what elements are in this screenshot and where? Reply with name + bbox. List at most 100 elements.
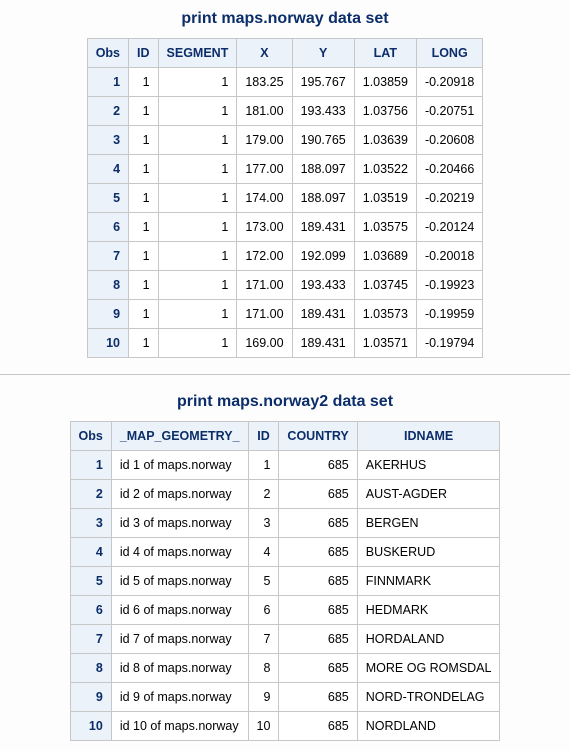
cell-country: 685 xyxy=(279,509,357,538)
table2: Obs _MAP_GEOMETRY_ ID COUNTRY IDNAME 1id… xyxy=(70,421,501,741)
cell-country: 685 xyxy=(279,480,357,509)
cell-idname: FINNMARK xyxy=(357,567,500,596)
cell-id: 8 xyxy=(248,654,279,683)
cell-lat: 1.03573 xyxy=(354,300,416,329)
cell-obs: 1 xyxy=(70,451,111,480)
col-segment: SEGMENT xyxy=(158,39,237,68)
col-idname: IDNAME xyxy=(357,422,500,451)
cell-id: 1 xyxy=(129,329,159,358)
cell-segment: 1 xyxy=(158,213,237,242)
cell-lat: 1.03745 xyxy=(354,271,416,300)
table-row: 411177.00188.0971.03522-0.20466 xyxy=(87,155,483,184)
cell-obs: 4 xyxy=(70,538,111,567)
cell-y: 189.431 xyxy=(292,329,354,358)
cell-id: 3 xyxy=(248,509,279,538)
cell-y: 189.431 xyxy=(292,300,354,329)
cell-id: 1 xyxy=(129,242,159,271)
cell-y: 189.431 xyxy=(292,213,354,242)
cell-country: 685 xyxy=(279,683,357,712)
cell-geometry: id 6 of maps.norway xyxy=(111,596,248,625)
cell-long: -0.20751 xyxy=(416,97,482,126)
cell-idname: AUST-AGDER xyxy=(357,480,500,509)
cell-geometry: id 8 of maps.norway xyxy=(111,654,248,683)
table-row: 1011169.00189.4311.03571-0.19794 xyxy=(87,329,483,358)
cell-segment: 1 xyxy=(158,68,237,97)
cell-segment: 1 xyxy=(158,155,237,184)
cell-country: 685 xyxy=(279,654,357,683)
col-y: Y xyxy=(292,39,354,68)
cell-segment: 1 xyxy=(158,184,237,213)
cell-obs: 8 xyxy=(87,271,128,300)
cell-id: 1 xyxy=(129,213,159,242)
cell-long: -0.19959 xyxy=(416,300,482,329)
cell-obs: 5 xyxy=(70,567,111,596)
cell-geometry: id 7 of maps.norway xyxy=(111,625,248,654)
table-row: 711172.00192.0991.03689-0.20018 xyxy=(87,242,483,271)
cell-id: 10 xyxy=(248,712,279,741)
cell-idname: BUSKERUD xyxy=(357,538,500,567)
cell-obs: 5 xyxy=(87,184,128,213)
table1-wrap: Obs ID SEGMENT X Y LAT LONG 111183.25195… xyxy=(0,38,570,358)
cell-obs: 7 xyxy=(87,242,128,271)
cell-id: 1 xyxy=(129,126,159,155)
cell-y: 193.433 xyxy=(292,97,354,126)
table-row: 211181.00193.4331.03756-0.20751 xyxy=(87,97,483,126)
table-row: 6id 6 of maps.norway6685HEDMARK xyxy=(70,596,500,625)
cell-obs: 2 xyxy=(87,97,128,126)
cell-lat: 1.03859 xyxy=(354,68,416,97)
cell-country: 685 xyxy=(279,712,357,741)
table1: Obs ID SEGMENT X Y LAT LONG 111183.25195… xyxy=(87,38,484,358)
table2-wrap: Obs _MAP_GEOMETRY_ ID COUNTRY IDNAME 1id… xyxy=(0,421,570,741)
cell-obs: 6 xyxy=(70,596,111,625)
table-row: 9id 9 of maps.norway9685NORD-TRONDELAG xyxy=(70,683,500,712)
cell-x: 172.00 xyxy=(237,242,292,271)
cell-x: 179.00 xyxy=(237,126,292,155)
cell-segment: 1 xyxy=(158,271,237,300)
cell-id: 5 xyxy=(248,567,279,596)
cell-x: 173.00 xyxy=(237,213,292,242)
table-row: 811171.00193.4331.03745-0.19923 xyxy=(87,271,483,300)
table-row: 311179.00190.7651.03639-0.20608 xyxy=(87,126,483,155)
cell-geometry: id 1 of maps.norway xyxy=(111,451,248,480)
cell-id: 6 xyxy=(248,596,279,625)
cell-id: 7 xyxy=(248,625,279,654)
cell-x: 181.00 xyxy=(237,97,292,126)
cell-country: 685 xyxy=(279,538,357,567)
cell-segment: 1 xyxy=(158,126,237,155)
cell-id: 1 xyxy=(129,155,159,184)
cell-x: 171.00 xyxy=(237,271,292,300)
cell-geometry: id 9 of maps.norway xyxy=(111,683,248,712)
cell-y: 192.099 xyxy=(292,242,354,271)
table-row: 4id 4 of maps.norway4685BUSKERUD xyxy=(70,538,500,567)
table1-header-row: Obs ID SEGMENT X Y LAT LONG xyxy=(87,39,483,68)
cell-x: 183.25 xyxy=(237,68,292,97)
cell-id: 1 xyxy=(129,68,159,97)
cell-idname: NORD-TRONDELAG xyxy=(357,683,500,712)
cell-idname: NORDLAND xyxy=(357,712,500,741)
table1-title: print maps.norway data set xyxy=(0,10,570,28)
cell-obs: 1 xyxy=(87,68,128,97)
cell-y: 193.433 xyxy=(292,271,354,300)
cell-id: 4 xyxy=(248,538,279,567)
cell-lat: 1.03575 xyxy=(354,213,416,242)
cell-obs: 6 xyxy=(87,213,128,242)
table-row: 3id 3 of maps.norway3685BERGEN xyxy=(70,509,500,538)
table-row: 111183.25195.7671.03859-0.20918 xyxy=(87,68,483,97)
cell-id: 1 xyxy=(248,451,279,480)
cell-country: 685 xyxy=(279,451,357,480)
table-row: 8id 8 of maps.norway8685MORE OG ROMSDAL xyxy=(70,654,500,683)
col-lat: LAT xyxy=(354,39,416,68)
cell-country: 685 xyxy=(279,625,357,654)
section-divider xyxy=(0,374,570,375)
cell-long: -0.20018 xyxy=(416,242,482,271)
table2-header-row: Obs _MAP_GEOMETRY_ ID COUNTRY IDNAME xyxy=(70,422,500,451)
cell-y: 188.097 xyxy=(292,155,354,184)
cell-country: 685 xyxy=(279,567,357,596)
cell-obs: 8 xyxy=(70,654,111,683)
cell-obs: 3 xyxy=(70,509,111,538)
cell-idname: MORE OG ROMSDAL xyxy=(357,654,500,683)
cell-long: -0.19923 xyxy=(416,271,482,300)
col-id: ID xyxy=(129,39,159,68)
cell-lat: 1.03639 xyxy=(354,126,416,155)
table-row: 611173.00189.4311.03575-0.20124 xyxy=(87,213,483,242)
